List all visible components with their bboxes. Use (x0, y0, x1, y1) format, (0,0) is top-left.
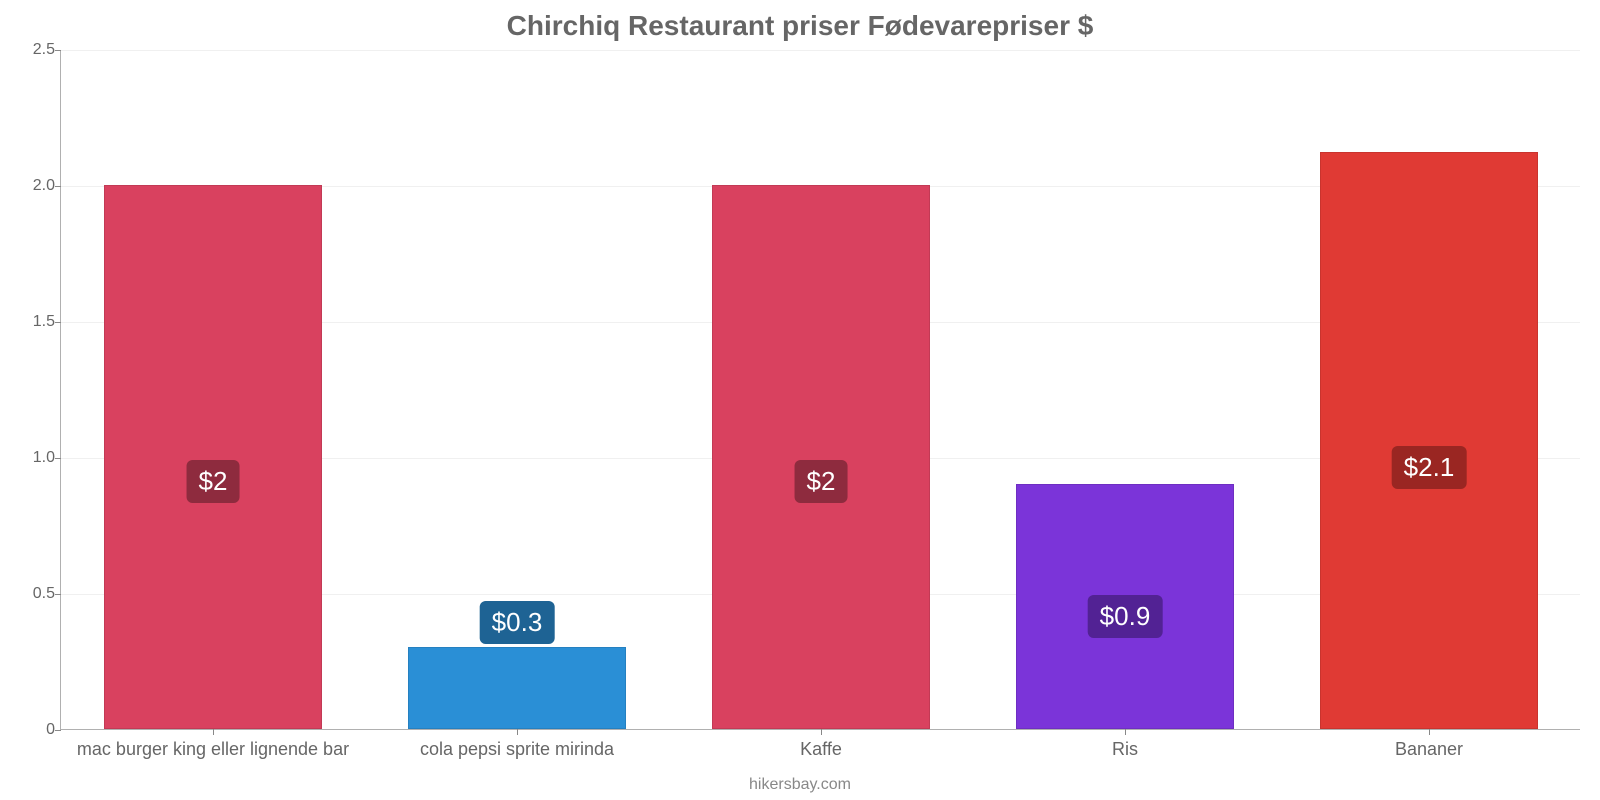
x-axis-label: cola pepsi sprite mirinda (365, 729, 669, 760)
bar: $0.3 (408, 647, 627, 729)
y-tick-label: 2.0 (11, 177, 55, 195)
bar-value-badge: $2.1 (1392, 446, 1467, 489)
y-tick-label: 0 (11, 721, 55, 739)
y-tick-mark (55, 186, 61, 187)
bar-value-badge: $2 (795, 460, 848, 503)
y-tick-mark (55, 458, 61, 459)
chart-container: Chirchiq Restaurant priser Fødevareprise… (0, 0, 1600, 800)
y-tick-label: 0.5 (11, 585, 55, 603)
bar-value-badge: $2 (187, 460, 240, 503)
x-axis-label: Kaffe (669, 729, 973, 760)
y-tick-label: 1.0 (11, 449, 55, 467)
bar-value-badge: $0.9 (1088, 595, 1163, 638)
x-axis-label: mac burger king eller lignende bar (61, 729, 365, 760)
bar: $2 (104, 185, 323, 729)
x-axis-label: Bananer (1277, 729, 1581, 760)
grid-line (61, 50, 1580, 51)
y-tick-mark (55, 594, 61, 595)
y-tick-label: 1.5 (11, 313, 55, 331)
bar-value-badge: $0.3 (480, 601, 555, 644)
bar: $2 (712, 185, 931, 729)
y-tick-label: 2.5 (11, 41, 55, 59)
y-tick-mark (55, 322, 61, 323)
chart-title: Chirchiq Restaurant priser Fødevareprise… (0, 10, 1600, 42)
bar: $0.9 (1016, 484, 1235, 729)
y-tick-mark (55, 50, 61, 51)
x-axis-label: Ris (973, 729, 1277, 760)
chart-footer: hikersbay.com (0, 776, 1600, 794)
plot-area: 00.51.01.52.02.5$2mac burger king eller … (60, 50, 1580, 730)
bar: $2.1 (1320, 152, 1539, 729)
